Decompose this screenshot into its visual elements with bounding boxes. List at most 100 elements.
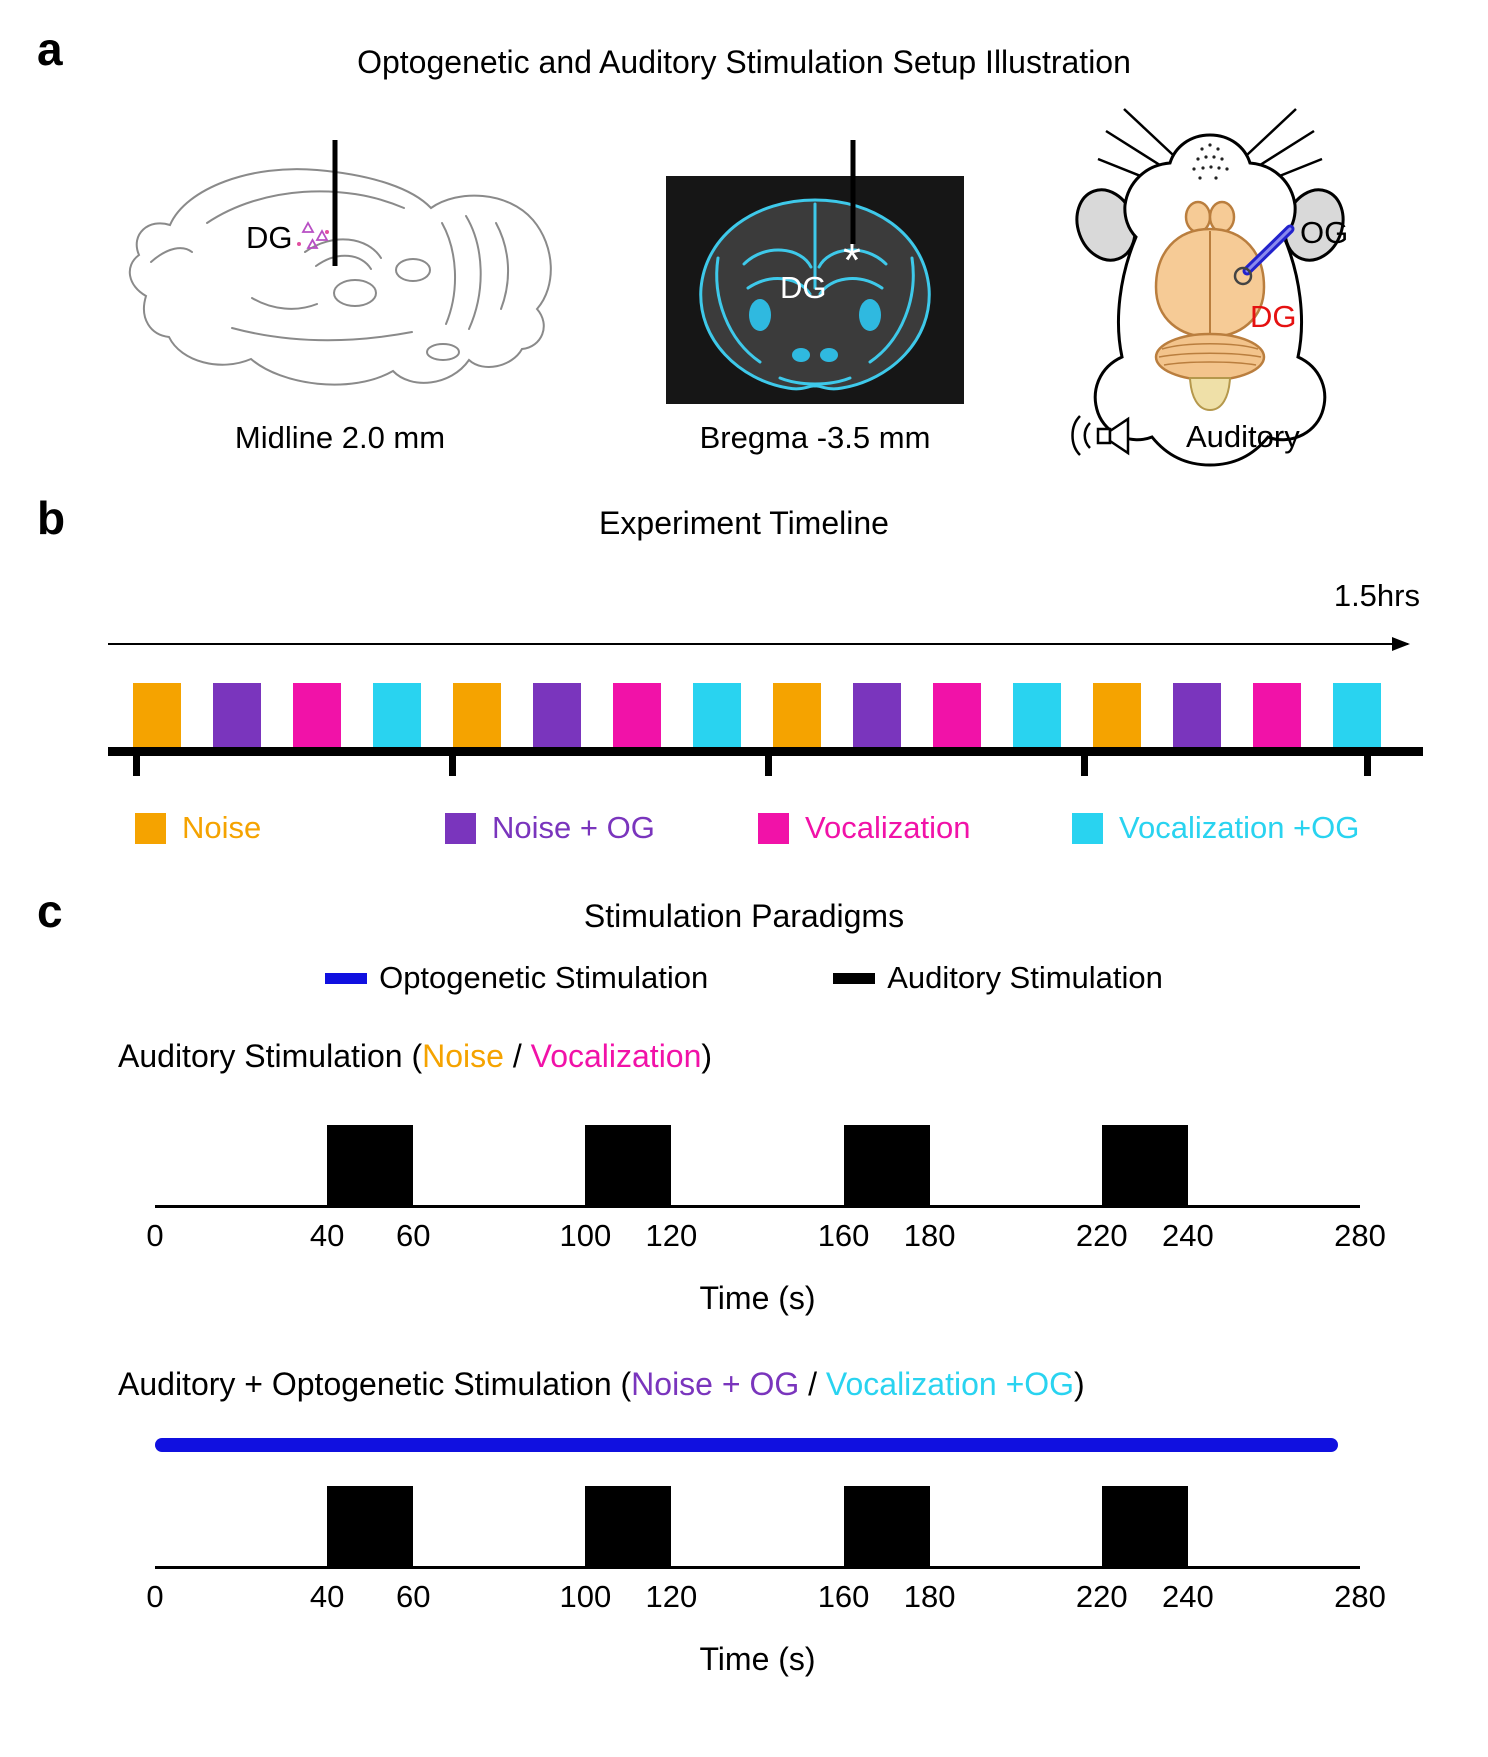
- tick-label-0: 0: [146, 1218, 164, 1253]
- tick-label-60: 60: [395, 1218, 431, 1253]
- timeline-legend: Noise Noise + OG Vocalization Vocalization …: [110, 810, 1480, 855]
- coronal-highlighted-nuclei: [749, 299, 881, 362]
- optogenetic-stimulation-bar: [155, 1438, 1339, 1452]
- timeline-block-vocal_og: [693, 683, 741, 747]
- auditory-pulse: [585, 1125, 672, 1205]
- paradigm-legend: Optogenetic Stimulation Auditory Stimulat…: [0, 960, 1488, 996]
- heading-vocalization-og: Vocalization +OG: [825, 1366, 1075, 1402]
- tick-label-280: 280: [1334, 1218, 1386, 1253]
- time-axis-label: Time (s): [699, 1280, 816, 1316]
- timeline-tick: [1364, 747, 1371, 776]
- timeline-block-noise_og: [853, 683, 901, 747]
- legend-swatch: [445, 812, 476, 844]
- legend-swatch: [135, 812, 166, 844]
- legend-item-noise: Noise: [135, 810, 261, 846]
- legend-label: Noise + OG: [492, 810, 655, 845]
- legend-dash: [833, 972, 876, 984]
- tick-label-120: 120: [645, 1218, 698, 1253]
- combined-stimulation-chart: 0 40 60 100 120 160 180 220 240 280 Time (s): [146, 1438, 1386, 1678]
- timeline-block-noise: [453, 683, 501, 747]
- timeline-tick: [765, 747, 772, 776]
- legend-label: Vocalization +OG: [1119, 810, 1360, 845]
- timeline-block-vocal: [293, 683, 341, 747]
- mouse-head-illustration: OG DG Auditory: [1071, 108, 1348, 467]
- legend-label: Noise: [182, 810, 262, 845]
- tick-label-240: 240: [1161, 1579, 1214, 1614]
- timeline-block-vocal: [933, 683, 981, 747]
- coronal-brain-silhouette: [700, 200, 930, 389]
- coronal-dg-label: DG: [780, 270, 827, 305]
- heading-noise-og: Noise + OG: [631, 1366, 800, 1402]
- timeline-block-vocal_og: [1013, 683, 1061, 747]
- heading-suffix: ): [701, 1038, 713, 1074]
- panel-c-label: c: [37, 885, 63, 937]
- legend-label: Auditory Stimulation: [887, 960, 1163, 995]
- coronal-section-illustration: * DG: [666, 140, 964, 404]
- brain-top-view: [1154, 200, 1266, 412]
- tick-label-160: 160: [817, 1218, 870, 1253]
- timeline-block-noise_og: [533, 683, 581, 747]
- tick-label-0: 0: [146, 1579, 164, 1614]
- time-axis: [155, 1566, 1360, 1569]
- combined-stim-heading: Auditory + Optogenetic Stimulation (Nois…: [118, 1366, 1085, 1403]
- timeline-arrow: [108, 637, 1410, 651]
- auditory-pulse: [843, 1125, 930, 1205]
- sagittal-dg-label: DG: [246, 220, 293, 255]
- heading-slash: /: [799, 1366, 826, 1402]
- timeline-block-vocal_og: [373, 683, 421, 747]
- timeline-block-vocal: [1253, 683, 1301, 747]
- paradigm-legend-item: Auditory Stimulation: [833, 960, 1163, 996]
- auditory-pulse: [1101, 1125, 1188, 1205]
- panel-a-title: Optogenetic and Auditory Stimulation Set…: [357, 44, 1131, 80]
- legend-label: Optogenetic Stimulation: [379, 960, 709, 995]
- tick-label-40: 40: [309, 1579, 345, 1614]
- time-axis: [155, 1205, 1360, 1208]
- tick-label-180: 180: [903, 1579, 956, 1614]
- panel-b-title: Experiment Timeline: [599, 505, 889, 541]
- panel-b-label: b: [37, 492, 66, 544]
- coronal-atlas-outlines: [699, 198, 931, 391]
- timeline-tick: [133, 747, 140, 776]
- timeline-block-vocal: [613, 683, 661, 747]
- speaker-icon: [1071, 415, 1130, 456]
- optogenetic-bar-slot: [155, 1438, 1360, 1452]
- heading-prefix: Auditory Stimulation (: [118, 1038, 423, 1074]
- axis-tick-labels: 0 40 60 100 120 160 180 220 240 280: [146, 1569, 1385, 1615]
- legend-dash: [325, 972, 368, 984]
- tick-label-100: 100: [559, 1579, 612, 1614]
- tick-label-220: 220: [1075, 1579, 1128, 1614]
- target-asterisk: *: [843, 234, 861, 286]
- sagittal-brain-outline: [128, 168, 552, 386]
- legend-swatch: [758, 812, 789, 844]
- auditory-stim-heading: Auditory Stimulation (Noise / Vocalizati…: [118, 1038, 712, 1075]
- legend-label: Vocalization: [805, 810, 971, 845]
- auditory-pulse: [585, 1486, 672, 1566]
- panel-c-title: Stimulation Paradigms: [583, 898, 905, 934]
- heading-slash: /: [503, 1038, 531, 1074]
- coronal-caption: Bregma -3.5 mm: [699, 420, 931, 455]
- experiment-timeline: [108, 683, 1428, 778]
- axis-tick-labels: 0 40 60 100 120 160 180 220 240 280: [146, 1208, 1385, 1254]
- timeline-block-noise_og: [213, 683, 261, 747]
- tick-label-220: 220: [1075, 1218, 1128, 1253]
- legend-item-noise_og: Noise + OG: [445, 810, 655, 846]
- legend-swatch: [1072, 812, 1103, 844]
- timeline-block-noise: [1093, 683, 1141, 747]
- timeline-tick: [449, 747, 456, 776]
- tick-label-180: 180: [903, 1218, 956, 1253]
- tick-label-240: 240: [1161, 1218, 1214, 1253]
- tick-label-100: 100: [559, 1218, 612, 1253]
- heading-vocalization: Vocalization: [530, 1038, 702, 1074]
- timeline-block-vocal_og: [1333, 683, 1381, 747]
- auditory-stimulation-chart: 0 40 60 100 120 160 180 220 240 280 Time (s): [146, 1125, 1386, 1317]
- pulse-area: [155, 1486, 1360, 1566]
- timeline-block-noise_og: [1173, 683, 1221, 747]
- auditory-pulse: [327, 1125, 414, 1205]
- legend-item-vocal: Vocalization: [758, 810, 970, 846]
- panel-a-label: a: [37, 23, 63, 75]
- optic-fiber-core: [1245, 227, 1292, 273]
- pulse-area: [155, 1125, 1360, 1205]
- mouse-dg-label: DG: [1250, 299, 1297, 334]
- timeline-tick: [1081, 747, 1088, 776]
